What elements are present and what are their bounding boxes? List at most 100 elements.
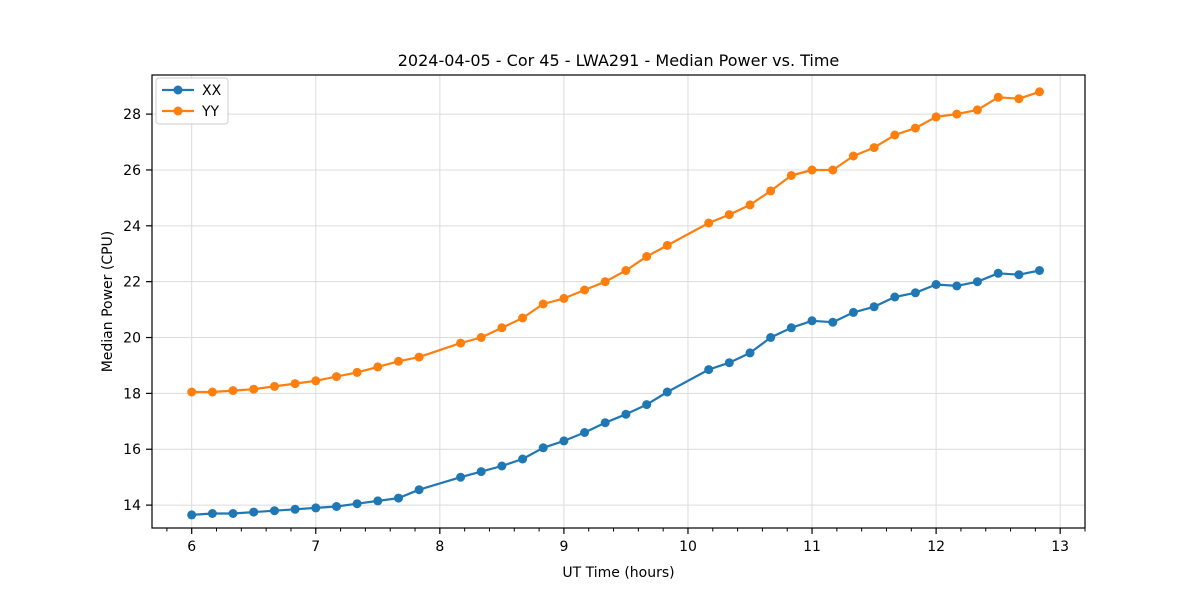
- x-tick-label: 8: [435, 539, 444, 555]
- series-XX-marker: [910, 288, 920, 298]
- series-YY-marker: [890, 130, 900, 140]
- series-XX-marker: [476, 467, 486, 477]
- series-YY-marker: [642, 252, 652, 261]
- series-YY-marker: [662, 240, 672, 250]
- series-YY-marker: [394, 356, 403, 366]
- series: [187, 87, 1044, 520]
- series-YY-marker: [745, 200, 755, 210]
- y-tick-label: 24: [123, 219, 141, 235]
- series-XX-marker: [373, 496, 383, 506]
- series-YY-marker: [600, 277, 610, 287]
- series-XX-marker: [207, 509, 217, 518]
- series-YY-marker: [538, 299, 548, 309]
- series-XX-marker: [931, 280, 941, 289]
- series-YY-marker: [869, 143, 879, 153]
- series-XX-marker: [662, 387, 672, 397]
- series-XX-marker: [187, 510, 197, 520]
- tick-labels: 6 7 8 9 10 11 12 13 14 16 18 20 22 24 26 28: [123, 107, 1069, 555]
- series-XX-marker: [993, 268, 1003, 278]
- series-YY-marker: [456, 338, 466, 348]
- x-tick-label: 12: [927, 539, 945, 555]
- series-YY-marker: [993, 92, 1003, 102]
- legend: XX YY: [155, 77, 229, 125]
- series-YY-marker: [828, 165, 838, 175]
- y-tick-label: 28: [123, 107, 141, 123]
- x-tick-label: 13: [1051, 539, 1069, 555]
- grid: [152, 75, 1085, 528]
- series-YY-marker: [290, 379, 300, 389]
- y-tick-label: 20: [123, 331, 141, 347]
- series-YY-marker: [910, 123, 920, 133]
- series-YY-marker: [931, 112, 941, 122]
- series-XX-marker: [704, 365, 714, 375]
- series-XX-marker: [538, 443, 548, 453]
- series-XX-marker: [270, 506, 279, 516]
- series-XX-marker: [766, 333, 776, 342]
- series-YY-marker: [807, 165, 817, 175]
- y-tick-label: 22: [123, 275, 141, 291]
- series-YY-marker: [621, 266, 631, 275]
- series-YY-line: [191, 90, 1040, 394]
- y-tick-label: 26: [123, 163, 141, 179]
- series-YY-marker: [249, 384, 259, 394]
- series-YY: [187, 87, 1044, 397]
- series-XX-marker: [290, 504, 300, 514]
- series-YY-marker: [332, 372, 341, 382]
- series-YY-marker: [1035, 87, 1044, 97]
- series-XX-marker: [559, 436, 569, 446]
- x-tick-label: 9: [559, 539, 568, 555]
- series-XX-marker: [1014, 270, 1024, 280]
- series-YY-marker: [311, 376, 321, 386]
- series-YY-marker: [559, 293, 569, 303]
- plot-border: [151, 74, 1086, 529]
- series-YY-marker: [270, 381, 279, 391]
- series-YY-marker: [352, 367, 362, 377]
- series-XX-marker: [394, 493, 403, 503]
- series-XX-line: [191, 269, 1040, 516]
- series-XX-marker: [228, 509, 238, 518]
- x-tick-label: 11: [803, 539, 821, 555]
- series-XX-marker: [890, 292, 900, 302]
- y-axis-label: Median Power (CPU): [100, 231, 116, 373]
- series-YY-marker: [228, 386, 238, 396]
- series-YY-marker: [972, 105, 982, 115]
- series-XX-marker: [972, 277, 982, 287]
- legend-label-XX: XX: [202, 83, 222, 99]
- series-YY-marker: [952, 109, 962, 119]
- series-YY-marker: [848, 151, 858, 161]
- series-YY-marker: [414, 352, 424, 362]
- series-XX-marker: [352, 499, 362, 509]
- series-YY-marker: [207, 387, 217, 397]
- series-YY-marker: [518, 313, 528, 323]
- series-XX-marker: [456, 472, 466, 482]
- series-XX-marker: [311, 503, 321, 513]
- series-XX-marker: [600, 418, 610, 428]
- series-YY-marker: [373, 362, 383, 372]
- x-axis-label: UT Time (hours): [562, 565, 674, 581]
- series-YY-marker: [786, 171, 796, 180]
- series-XX-marker: [497, 461, 507, 471]
- series-YY-marker: [766, 186, 776, 196]
- series-XX-marker: [621, 409, 631, 419]
- series-XX-marker: [828, 317, 838, 327]
- legend-label-YY: YY: [201, 104, 220, 120]
- legend-swatch-marker-XX: [173, 85, 183, 95]
- series-XX-marker: [414, 485, 424, 495]
- series-YY-marker: [704, 218, 714, 228]
- x-tick-label: 6: [187, 539, 196, 555]
- axis-ticks: [146, 113, 1086, 534]
- series-XX-marker: [518, 454, 528, 464]
- legend-swatch-marker-YY: [173, 106, 183, 116]
- series-XX-marker: [332, 502, 341, 511]
- x-tick-label: 10: [679, 539, 697, 555]
- series-YY-marker: [476, 333, 486, 342]
- x-tick-label: 7: [311, 539, 320, 555]
- y-tick-label: 16: [123, 442, 141, 458]
- series-XX-marker: [952, 281, 962, 291]
- series-YY-marker: [1014, 94, 1024, 104]
- series-XX-marker: [869, 302, 879, 312]
- series-YY-marker: [187, 387, 197, 397]
- series-XX-marker: [724, 358, 734, 368]
